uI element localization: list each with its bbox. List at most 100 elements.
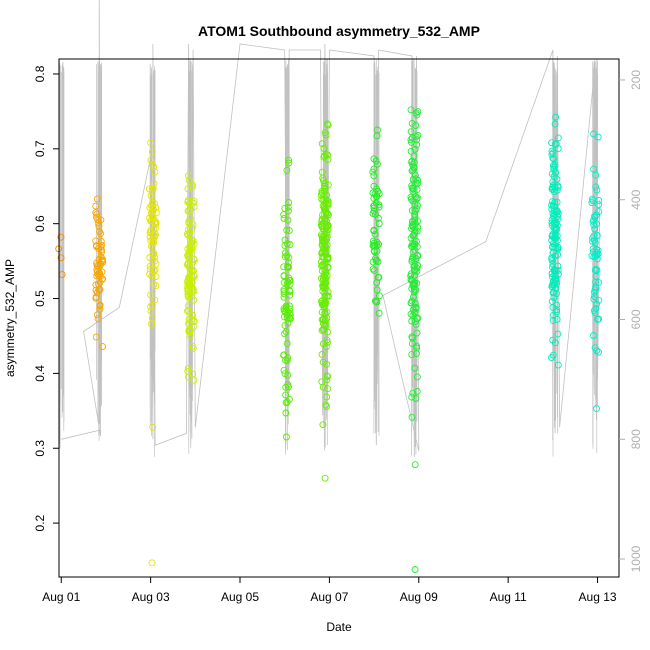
data-point xyxy=(413,373,421,381)
data-point xyxy=(413,279,421,287)
data-point xyxy=(408,351,416,359)
data-point xyxy=(146,254,154,261)
data-point xyxy=(595,208,603,216)
data-point xyxy=(548,354,555,362)
data-point xyxy=(413,111,421,119)
data-point xyxy=(375,203,383,211)
data-point xyxy=(407,299,415,307)
data-point xyxy=(409,185,417,193)
data-point xyxy=(549,161,557,169)
data-point xyxy=(592,171,600,179)
data-point xyxy=(554,145,562,153)
data-point xyxy=(317,274,325,282)
data-point xyxy=(286,311,294,319)
y2-tick-label: 800 xyxy=(629,429,643,449)
data-point xyxy=(285,263,293,271)
data-point xyxy=(185,219,193,227)
data-point xyxy=(554,330,562,338)
data-point xyxy=(319,358,327,366)
data-point xyxy=(413,329,421,337)
data-point xyxy=(151,168,159,176)
data-point xyxy=(323,376,331,384)
data-point xyxy=(369,265,377,273)
data-point xyxy=(408,221,416,229)
data-point xyxy=(549,154,557,162)
data-point xyxy=(189,221,197,229)
data-point xyxy=(97,230,104,238)
data-point xyxy=(553,306,561,314)
data-point xyxy=(147,242,155,250)
y-tick-label: 0.5 xyxy=(33,290,47,307)
data-point xyxy=(409,218,417,226)
data-point xyxy=(413,227,421,235)
data-point xyxy=(319,320,327,328)
data-point xyxy=(410,158,418,166)
data-point xyxy=(412,395,420,402)
data-point xyxy=(323,191,331,199)
data-point xyxy=(548,150,556,158)
data-point xyxy=(322,222,330,230)
plot-frame xyxy=(58,58,620,578)
data-point xyxy=(321,182,329,190)
data-point xyxy=(57,254,65,262)
data-point xyxy=(549,289,557,297)
data-point xyxy=(593,245,601,253)
data-point xyxy=(412,320,420,328)
data-point xyxy=(284,203,292,211)
data-point xyxy=(409,312,417,320)
data-point xyxy=(319,284,327,291)
data-point xyxy=(186,229,194,237)
data-point xyxy=(548,139,556,147)
data-point xyxy=(407,147,415,155)
data-point xyxy=(373,242,381,250)
data-point xyxy=(412,286,420,294)
data-point xyxy=(593,347,601,355)
data-point xyxy=(323,336,331,344)
data-point xyxy=(318,140,326,148)
data-point xyxy=(187,247,195,255)
data-point xyxy=(322,275,330,283)
data-point xyxy=(323,402,330,410)
data-point xyxy=(146,262,154,270)
data-point xyxy=(283,166,291,174)
data-point xyxy=(554,134,562,142)
data-point xyxy=(152,230,160,238)
data-point xyxy=(548,219,556,227)
data-point xyxy=(94,315,102,323)
data-point xyxy=(149,161,156,169)
data-point xyxy=(184,260,192,268)
data-point xyxy=(188,183,196,191)
data-point xyxy=(319,421,327,429)
data-point xyxy=(282,304,290,311)
data-point xyxy=(281,249,289,257)
data-point xyxy=(411,266,419,274)
data-point xyxy=(375,240,383,248)
data-point xyxy=(280,366,288,374)
data-point xyxy=(285,227,293,234)
data-point xyxy=(412,122,420,129)
data-point xyxy=(319,316,327,324)
data-point xyxy=(92,286,100,294)
data-point-outlier xyxy=(282,433,290,441)
data-point-outlier xyxy=(149,423,157,431)
data-point xyxy=(148,301,156,309)
data-point xyxy=(549,316,557,324)
data-point xyxy=(188,285,196,292)
data-point xyxy=(150,180,158,188)
data-point xyxy=(321,241,329,249)
data-point xyxy=(190,203,198,211)
data-point xyxy=(186,275,194,283)
data-point xyxy=(588,252,596,260)
data-point xyxy=(147,139,155,147)
data-point xyxy=(280,290,288,298)
data-point xyxy=(590,332,597,339)
data-point xyxy=(98,257,106,265)
data-point xyxy=(554,361,562,369)
data-point xyxy=(551,120,559,128)
data-point xyxy=(554,213,561,221)
data-point xyxy=(282,409,290,417)
data-point xyxy=(548,257,556,265)
x-tick-label: Aug 13 xyxy=(579,590,617,604)
data-point xyxy=(98,241,106,249)
data-point xyxy=(407,195,415,203)
